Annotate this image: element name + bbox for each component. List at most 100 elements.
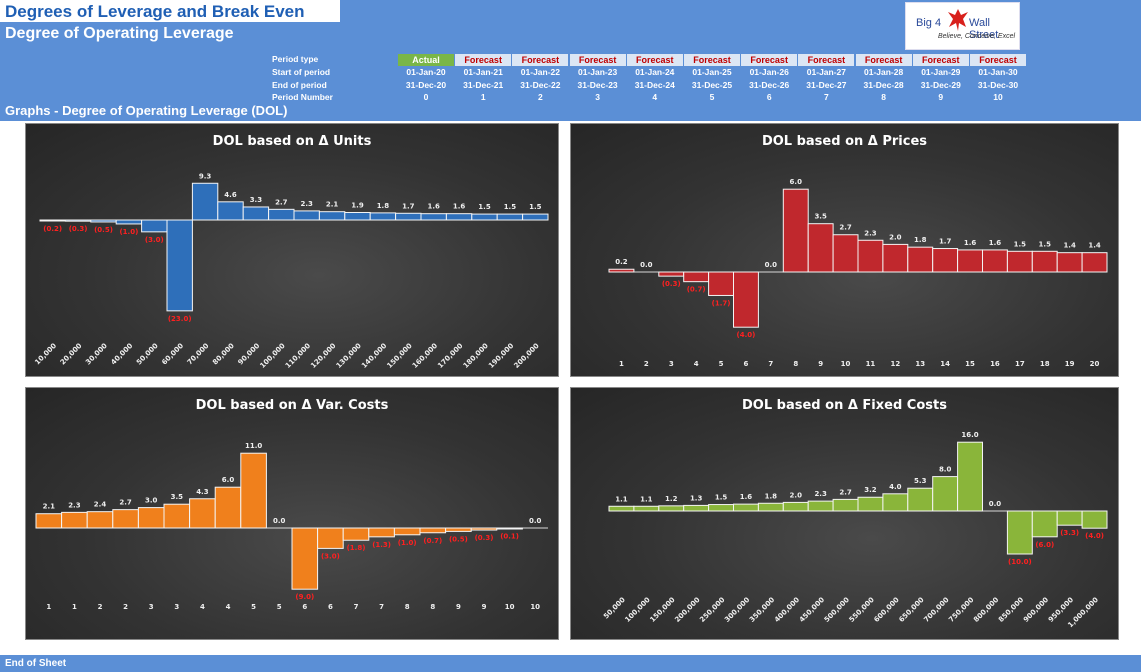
period-type-cell-6: Forecast <box>741 54 798 66</box>
x-tick-label: 500,000 <box>823 596 851 624</box>
data-label: (23.0) <box>168 315 192 323</box>
x-tick-label: 20 <box>1090 360 1100 368</box>
end-period-label: End of period <box>272 80 327 90</box>
bar <box>1006 510 1033 555</box>
x-tick-label: 18 <box>1040 360 1050 368</box>
chart-plot: 1.1 50,000 1.1 100,000 1.2 150,000 1.3 200,000 1… <box>602 431 1108 629</box>
chart-plot: 0.2 1 0.0 2 (0.3) 3 (0.7) 4 (1.7) 5 (4.0) 6 0.0 7 6.0 8… <box>608 178 1108 368</box>
bar <box>633 505 660 512</box>
x-tick-label: 17 <box>1015 360 1025 368</box>
bar <box>1056 252 1083 273</box>
period-number-cell-4: 4 <box>652 92 658 102</box>
period-start-cell-8: 01-Jan-28 <box>863 67 904 77</box>
data-label: 2.0 <box>889 233 902 241</box>
bar <box>782 188 809 273</box>
period-number-cell-9: 9 <box>938 92 944 102</box>
bar <box>1081 510 1108 529</box>
period-start-cell-6: 01-Jan-26 <box>749 67 789 77</box>
bar <box>708 504 735 512</box>
bar <box>445 213 473 221</box>
data-label: 1.8 <box>377 202 390 210</box>
x-tick-label: 20,000 <box>59 342 84 367</box>
x-tick-label: 180,000 <box>462 342 490 370</box>
header-band: Degrees of Leverage and Break Even Degre… <box>0 0 1141 121</box>
x-tick-label: 7 <box>768 360 773 368</box>
data-label: 1.6 <box>740 493 753 501</box>
period-type-cell-7: Forecast <box>798 54 855 66</box>
bar <box>932 248 959 273</box>
period-end-cell-8: 31-Dec-28 <box>863 80 904 90</box>
data-label: 0.0 <box>765 261 778 269</box>
x-tick-label: 190,000 <box>487 342 515 370</box>
period-number-cell-5: 5 <box>709 92 715 102</box>
x-tick-label: 9 <box>818 360 823 368</box>
period-type-cell-3: Forecast <box>569 54 626 66</box>
data-label: 2.7 <box>275 198 288 206</box>
bar <box>240 452 267 529</box>
data-label: 2.0 <box>790 491 803 499</box>
x-tick-label: 1 <box>619 360 624 368</box>
x-tick-label: 160,000 <box>411 342 439 370</box>
data-label: 4.0 <box>889 483 902 491</box>
x-tick-label: 2 <box>123 603 128 611</box>
x-tick-label: 120,000 <box>309 342 337 370</box>
bar <box>522 213 549 221</box>
x-tick-label: 1 <box>72 603 77 611</box>
x-tick-label: 40,000 <box>110 342 135 367</box>
x-tick-label: 7 <box>354 603 359 611</box>
logo-text-left: Big 4 <box>916 17 942 29</box>
data-label: (0.7) <box>423 537 442 545</box>
bar <box>420 213 447 221</box>
data-label: 1.5 <box>1039 240 1052 248</box>
x-tick-label: 6 <box>744 360 749 368</box>
bar <box>445 527 472 532</box>
bar <box>163 503 191 529</box>
x-tick-label: 600,000 <box>873 596 901 624</box>
x-tick-label: 1 <box>46 603 51 611</box>
bar <box>115 219 143 225</box>
data-label: (0.7) <box>687 286 706 294</box>
period-end-cell-9: 31-Dec-29 <box>920 80 961 90</box>
chart-title: DOL based on Δ Var. Costs <box>195 398 389 413</box>
sheet-title: Degrees of Leverage and Break Even <box>0 0 340 22</box>
x-tick-label: 11 <box>866 360 876 368</box>
bar <box>419 527 447 534</box>
data-label: 1.4 <box>1088 242 1101 250</box>
eagle-icon <box>946 7 970 38</box>
data-label: (1.7) <box>712 299 731 307</box>
bar <box>471 213 498 221</box>
bar <box>782 501 809 512</box>
data-label: 3.5 <box>814 213 827 221</box>
bar <box>907 487 934 512</box>
chart-title: DOL based on Δ Units <box>212 134 372 149</box>
x-tick-label: 5 <box>719 360 724 368</box>
x-tick-label: 3 <box>669 360 674 368</box>
period-type-cell-5: Forecast <box>684 54 740 66</box>
x-tick-label: 12 <box>890 360 900 368</box>
graphs-title: Graphs - Degree of Operating Leverage (D… <box>5 103 288 118</box>
bar <box>217 201 244 221</box>
data-label: 1.8 <box>765 492 778 500</box>
data-label: 3.3 <box>250 196 263 204</box>
data-label: 1.5 <box>504 203 517 211</box>
bar <box>496 527 523 530</box>
data-label: 3.0 <box>145 497 158 505</box>
data-label: 1.6 <box>453 203 466 211</box>
bar <box>318 211 346 221</box>
bar <box>608 268 635 273</box>
bar <box>191 182 219 221</box>
period-type-cell-4: Forecast <box>626 54 683 66</box>
bar <box>608 505 635 512</box>
data-label: (1.8) <box>347 544 366 552</box>
bar <box>683 504 710 512</box>
x-tick-label: 150,000 <box>386 342 414 370</box>
data-label: 16.0 <box>961 431 978 439</box>
x-tick-label: 5 <box>251 603 256 611</box>
period-type-label: Period type <box>272 54 319 64</box>
period-start-cell-1: 01-Jan-21 <box>463 67 503 77</box>
chart-plot: 2.1 1 2.3 1 2.4 2 2.7 2 3.0 3 3.5 3 4.3 4 6.0 4 11.0 5 0.0… <box>35 442 548 611</box>
end-of-sheet: End of Sheet <box>0 655 1141 672</box>
bar <box>395 212 422 221</box>
data-label: 1.6 <box>427 203 440 211</box>
x-tick-label: 5 <box>277 603 282 611</box>
